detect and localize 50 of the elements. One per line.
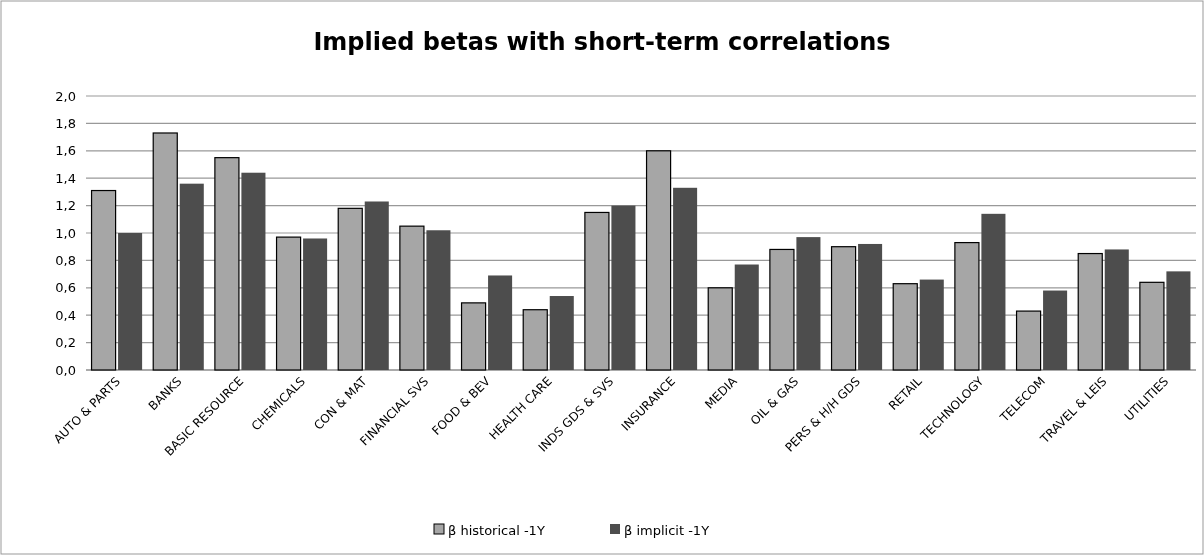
bar — [707, 287, 733, 371]
y-tick-label: 2,0 — [55, 88, 76, 104]
y-tick-label: 1,2 — [55, 198, 76, 214]
chart-title: Implied betas with short-term correlations — [313, 28, 891, 56]
bar — [118, 233, 143, 370]
bar — [796, 237, 821, 370]
bar — [892, 283, 918, 371]
bar — [769, 248, 795, 371]
legend-label: β historical -1Y — [448, 522, 545, 538]
bar — [1043, 290, 1068, 370]
bar — [858, 243, 883, 370]
bar — [1139, 281, 1165, 371]
bar — [1077, 252, 1103, 371]
bar — [460, 302, 487, 371]
bar — [303, 238, 328, 370]
y-tick-label: 1,8 — [55, 115, 76, 131]
bar — [645, 150, 672, 371]
bar — [954, 241, 980, 371]
y-tick-label: 0,2 — [55, 335, 76, 351]
y-tick-label: 0,8 — [55, 252, 76, 268]
y-tick-label: 1,0 — [55, 225, 76, 241]
bar — [1015, 310, 1042, 371]
bar — [426, 230, 451, 370]
bar — [981, 213, 1006, 370]
y-tick-label: 1,4 — [55, 170, 76, 186]
bar — [919, 279, 944, 370]
bar — [522, 309, 548, 371]
bar — [1104, 249, 1129, 370]
y-tick-label: 1,6 — [55, 143, 76, 159]
bar — [364, 201, 389, 370]
bar — [399, 225, 425, 371]
bar — [1166, 271, 1191, 370]
bar — [337, 207, 363, 371]
bar — [734, 264, 759, 370]
bar — [179, 183, 204, 370]
bar — [275, 236, 302, 371]
y-tick-label: 0,4 — [55, 307, 76, 323]
bar — [611, 205, 636, 370]
y-tick-label: 0,6 — [55, 280, 76, 296]
bar — [673, 187, 698, 370]
bar — [241, 172, 266, 370]
bar — [584, 211, 610, 371]
bar — [488, 275, 513, 370]
legend-label: β implicit -1Y — [624, 522, 710, 538]
bar — [830, 246, 857, 371]
bar — [214, 157, 240, 371]
bar — [152, 132, 178, 371]
y-tick-label: 0,0 — [55, 362, 76, 378]
bar — [549, 296, 574, 370]
bar — [90, 189, 117, 371]
